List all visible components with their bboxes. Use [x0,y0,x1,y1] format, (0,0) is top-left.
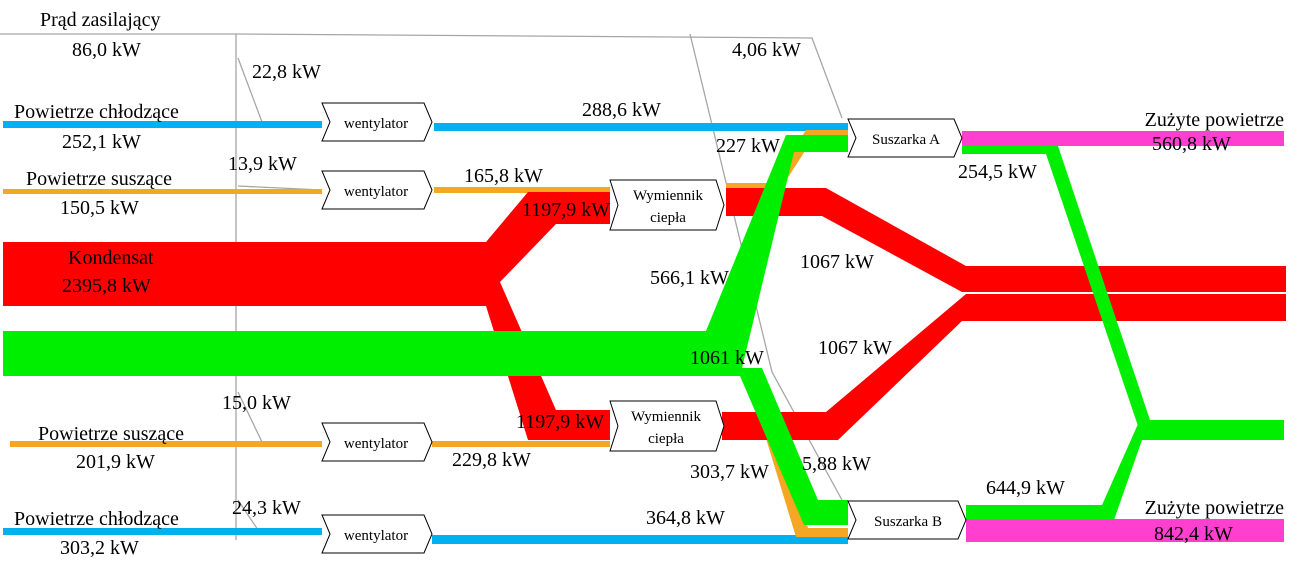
flow-drying-air-2-in [10,441,322,447]
flow-cooling-air-1-in [3,121,322,128]
flow-exhaust-air-top [962,131,1284,146]
node-fan-3 [321,422,433,462]
flow-condensate-hx1-out [726,188,1286,292]
cooling-air-2-out-value: 364,8 kW [646,507,725,529]
node-dryer-a [847,118,963,158]
exhaust-air-bottom-title: Zużyte powietrze [1145,497,1284,519]
fan-3-label: wentylator [344,436,408,452]
node-heat-exchanger-1 [609,179,725,231]
electricity-to-dryer-b [689,33,843,501]
node-heat-exchanger-2 [609,400,725,452]
process-nodes [321,102,967,554]
heat-exchanger-1-label-line1: Wymiennik [633,188,703,204]
heat-exchanger-2-label-line2: ciepła [648,431,684,447]
dryer-b-label: Suszarka B [874,514,942,530]
node-fan-4 [321,514,433,554]
exhaust-air-flows [962,131,1284,542]
heat-exchanger-1-air-out-value: 227 kW [716,135,780,157]
fan-1-label: wentylator [344,116,408,132]
flow-condensate-in [3,192,610,440]
cooling-air-1-value: 252,1 kW [62,131,141,153]
heat-exchanger-1-in-value: 1197,9 kW [522,199,610,221]
drying-air-2-title: Powietrze suszące [38,423,184,445]
node-dryer-b [847,500,967,540]
drying-air-2-out-value: 229,8 kW [452,449,531,471]
electricity-branch-2-value: 13,9 kW [228,153,297,175]
condensate-title: Kondensat [68,247,154,269]
fan-4-label: wentylator [344,528,408,544]
heat-exchanger-2-in-value: 1197,9 kW [516,411,604,433]
electricity-title: Prąd zasilający [40,9,161,31]
cooling-air-2-value: 303,2 kW [60,537,139,559]
drying-air-1-title: Powietrze suszące [26,168,172,190]
condensate-value: 2395,8 kW [62,275,151,297]
condensate-flows [3,188,1286,440]
flow-green-dryer-a-out [962,146,1284,426]
electricity-branch-1-value: 22,8 kW [252,61,321,83]
flow-drying-air-2-out [432,441,610,447]
flow-drying-air-1-out [434,187,610,193]
node-fan-2 [321,170,433,210]
flow-labels: Prąd zasilający 86,0 kW 22,8 kW 13,9 kW … [14,9,1284,559]
electricity-dryer-b-value: 5,88 kW [802,453,871,475]
heat-exchanger-1-label-line2: ciepła [650,210,686,226]
flow-cooling-air-1-out [434,123,848,131]
node-labels: wentylator wentylator wentylator wentyla… [344,116,942,544]
green-branch-a-value: 566,1 kW [650,267,729,289]
flow-drying-air-1-in [3,189,322,194]
drying-air-1-value: 150,5 kW [60,197,139,219]
electricity-dryer-a-value: 4,06 kW [732,39,801,61]
electricity-to-dryer-a [235,33,843,119]
dryer-a-green-value: 254,5 kW [958,161,1037,183]
flow-condensate-hx2-out [722,294,1286,440]
electricity-branch-3-value: 15,0 kW [222,392,291,414]
exhaust-air-bottom-value: 842,4 kW [1154,523,1233,545]
green-flows [3,135,1284,525]
heat-exchanger-2-air-out-value: 303,7 kW [690,461,769,483]
condensate-down-value: 1067 kW [818,337,892,359]
heat-exchanger-2-label-line1: Wymiennik [631,409,701,425]
exhaust-air-top-value: 560,8 kW [1152,133,1231,155]
flow-exhaust-air-bottom [966,519,1284,542]
cooling-air-1-title: Powietrze chłodzące [14,101,179,123]
cooling-air-2-title: Powietrze chłodzące [14,508,179,530]
flow-cooling-air-2-out [432,535,848,544]
dryer-a-label: Suszarka A [872,132,940,148]
condensate-up-value: 1067 kW [800,251,874,273]
flow-green-dryer-b-out [966,424,1284,520]
green-main-value: 1061 kW [690,347,764,369]
exhaust-air-top-title: Zużyte powietrze [1145,109,1284,131]
dryer-b-green-value: 644,9 kW [986,477,1065,499]
electricity-value: 86,0 kW [72,39,141,61]
flow-cooling-air-2-in [3,528,322,535]
drying-air-2-value: 201,9 kW [76,451,155,473]
node-fan-1 [321,102,433,142]
electricity-branch-4-value: 24,3 kW [232,497,301,519]
cooling-air-1-out-value: 288,6 kW [582,99,661,121]
fan-2-label: wentylator [344,184,408,200]
cooling-air-flows [3,121,848,544]
drying-air-1-out-value: 165,8 kW [464,165,543,187]
